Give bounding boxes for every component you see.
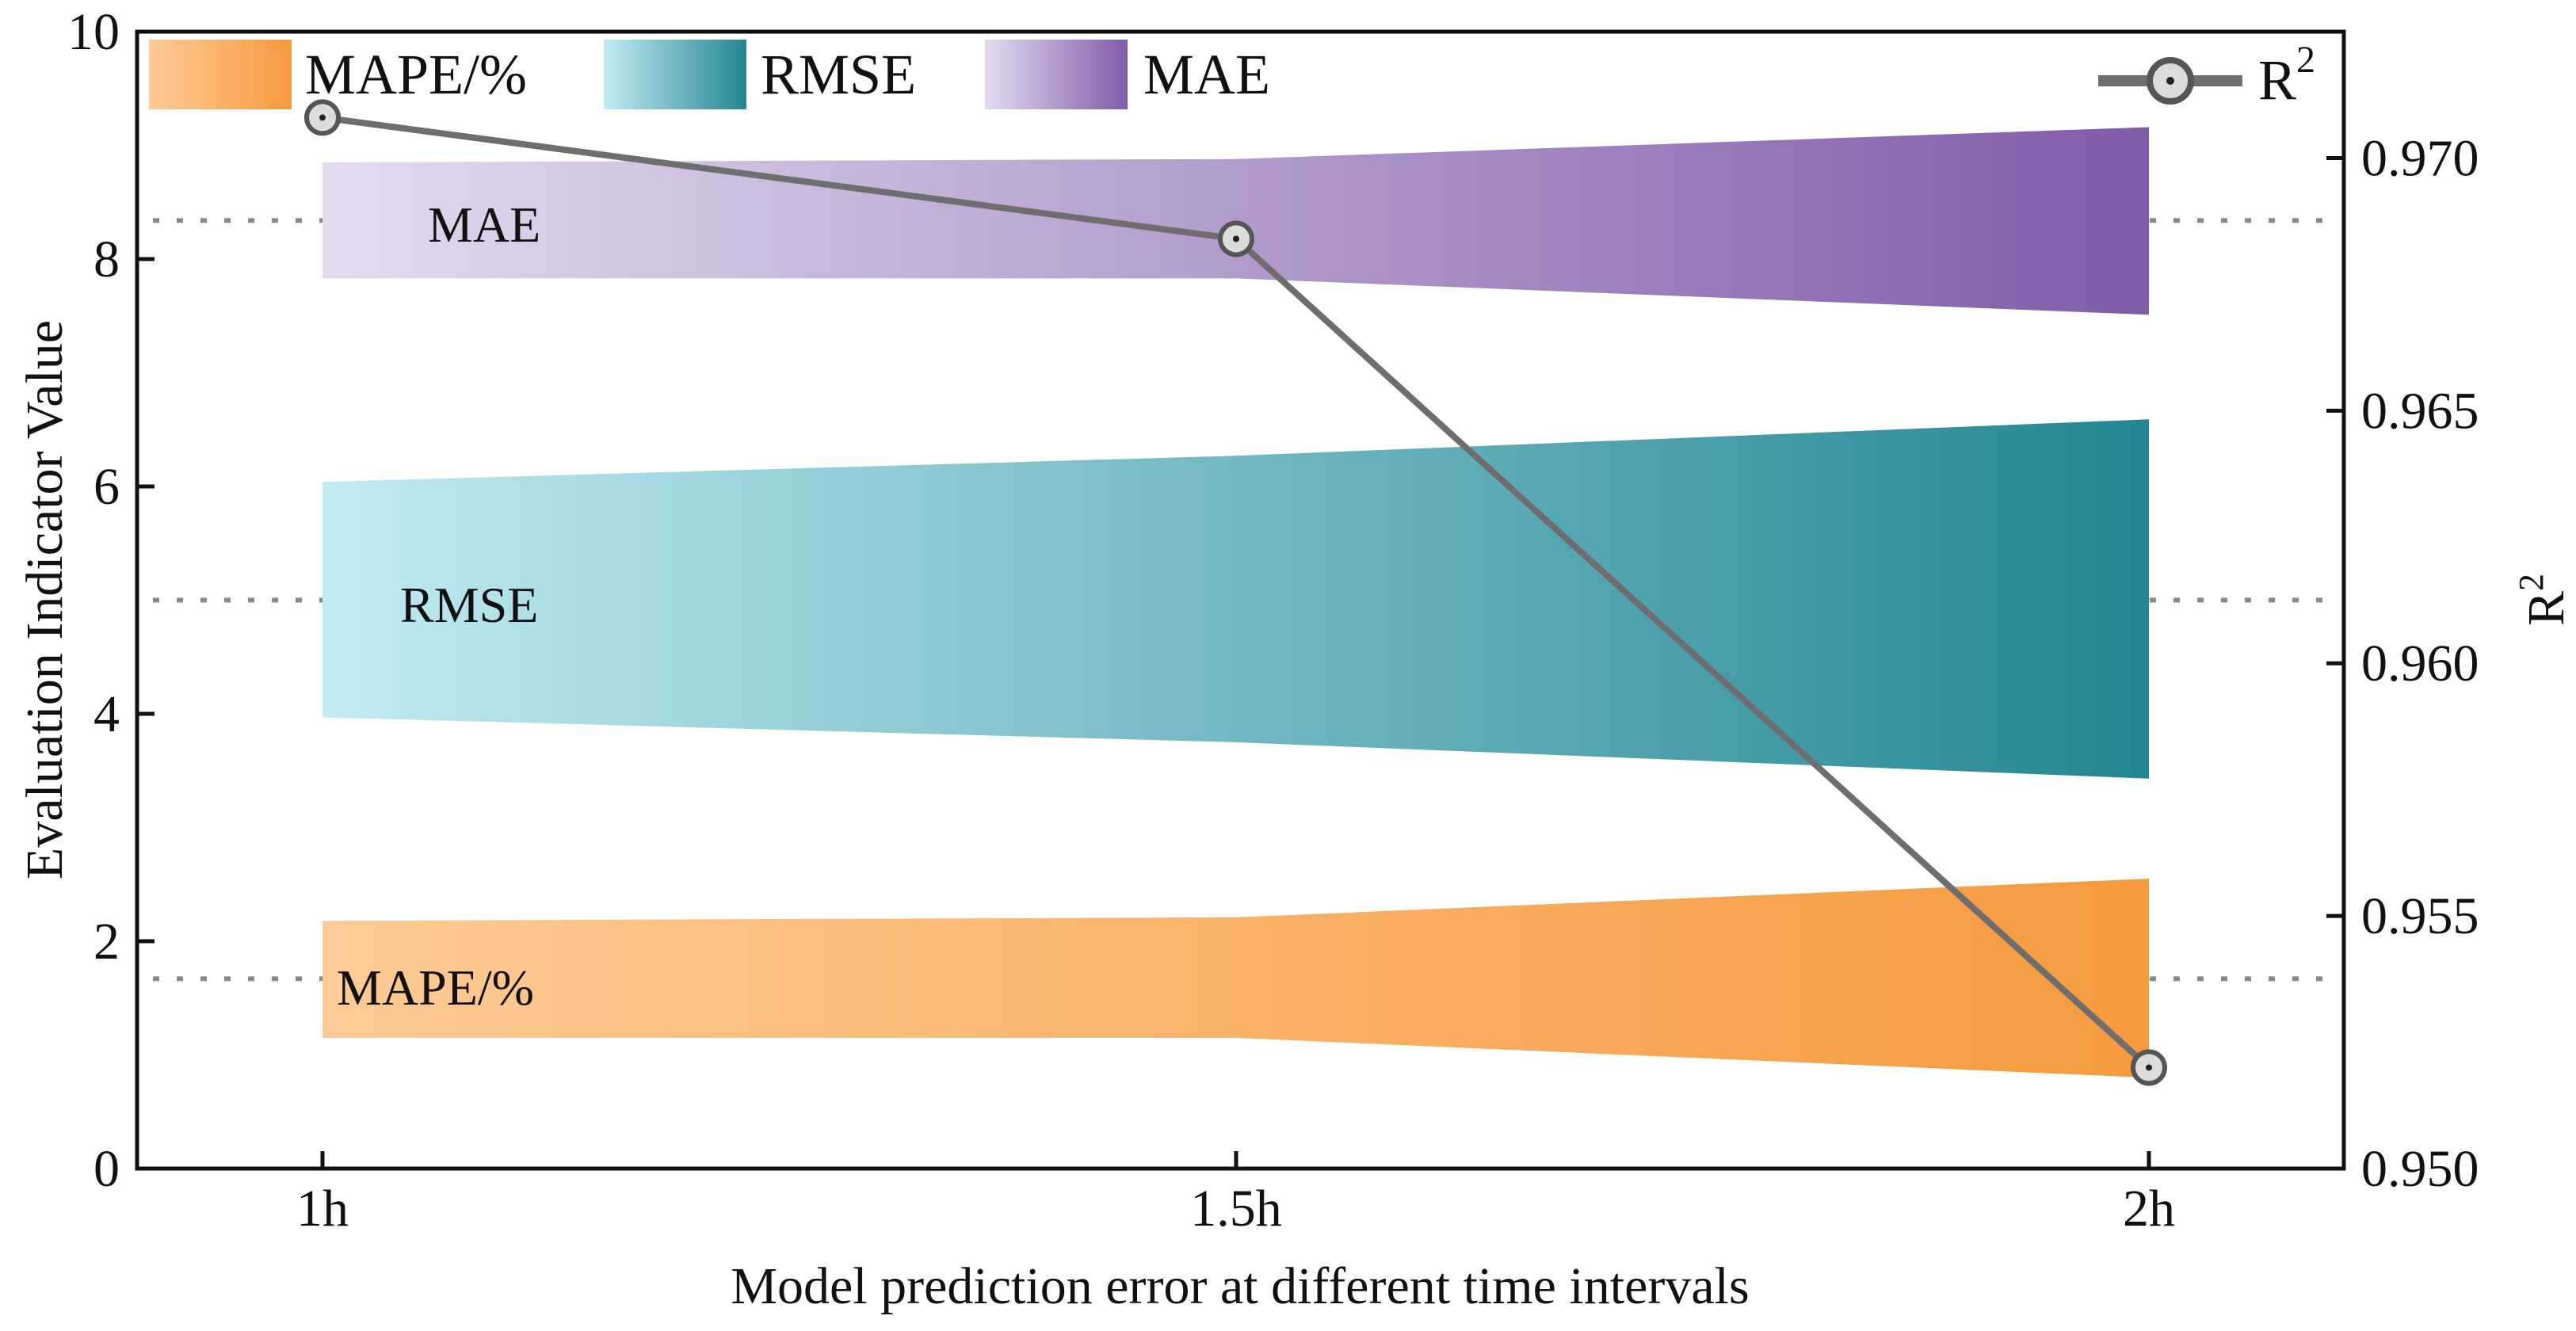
r2-point-dot (319, 114, 326, 121)
band-area-rmse (322, 419, 2149, 779)
band-area-mape (322, 879, 2149, 1078)
band-areas (322, 127, 2149, 1078)
legend-label-mae: MAE (1143, 43, 1270, 106)
plot-frame (135, 29, 2346, 1171)
y2-tick-label: 0.950 (2361, 1140, 2479, 1198)
y-axis-title: Evaluation Indicator Value (16, 320, 74, 879)
y-tick-label: 2 (93, 913, 120, 971)
y-tick-label: 0 (93, 1140, 120, 1198)
band-label-mape: MAPE/% (337, 959, 534, 1016)
x-axis-title: Model prediction error at different time… (731, 1257, 1749, 1315)
y-axis-right: 0.950 0.955 0.960 0.965 0.970 (2326, 129, 2479, 1198)
band-label-rmse: RMSE (400, 577, 538, 633)
legend-swatch-rmse (604, 40, 746, 109)
y2-tick-label: 0.970 (2361, 129, 2479, 187)
legend-swatch-mae (985, 40, 1128, 109)
y-axis-left: 0 2 4 6 8 10 (67, 3, 155, 1198)
legend: MAPE/% RMSE MAE R2 (149, 39, 2315, 112)
y2-axis-title-sup: 2 (2512, 574, 2551, 591)
y-tick-label: 8 (93, 231, 120, 288)
legend-swatch-mape (149, 40, 292, 109)
legend-label-r2: R2 (2258, 39, 2315, 112)
legend-label-mape: MAPE/% (305, 43, 527, 106)
legend-label-rmse: RMSE (761, 43, 916, 106)
r2-markers (304, 99, 2167, 1086)
y-tick-label: 6 (93, 458, 120, 516)
y2-axis-title-base: R (2517, 591, 2575, 626)
legend-label-r2-base: R (2258, 48, 2296, 112)
y-tick-label: 4 (93, 685, 120, 743)
y2-axis-title: R2 (2512, 574, 2575, 626)
x-tick-label: 1.5h (1190, 1180, 1282, 1238)
y2-tick-label: 0.955 (2361, 887, 2479, 945)
r2-point-dot (2146, 1064, 2152, 1071)
y2-tick-label: 0.960 (2361, 635, 2479, 692)
x-axis: 1h 1.5h 2h (296, 1151, 2175, 1238)
legend-label-r2-sup: 2 (2296, 39, 2315, 81)
x-tick-label: 2h (2123, 1180, 2175, 1238)
legend-r2-marker-dot (2166, 77, 2174, 85)
y2-tick-label: 0.965 (2361, 382, 2479, 440)
r2-point-dot (1233, 235, 1239, 242)
r2-series (304, 99, 2167, 1086)
y-tick-label: 10 (67, 3, 120, 61)
band-labels: MAPE/% RMSE MAE (337, 196, 540, 1016)
band-label-mae: MAE (428, 196, 540, 253)
x-tick-label: 1h (296, 1180, 349, 1238)
